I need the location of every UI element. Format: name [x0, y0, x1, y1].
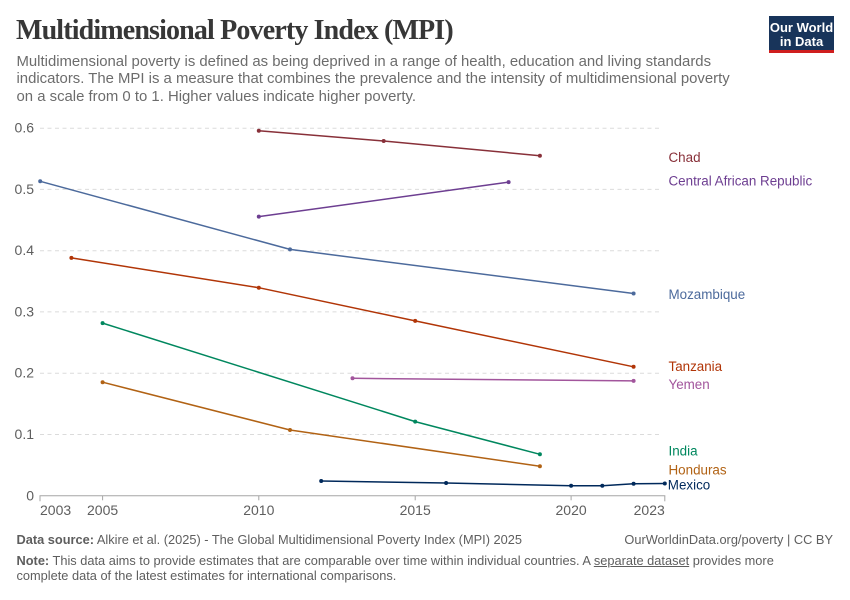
svg-text:Central African Republic: Central African Republic: [669, 173, 813, 188]
svg-text:India: India: [669, 444, 699, 459]
svg-text:2023: 2023: [634, 502, 665, 518]
svg-text:2015: 2015: [400, 502, 431, 518]
svg-text:2005: 2005: [87, 502, 118, 518]
svg-text:Honduras: Honduras: [669, 463, 727, 478]
svg-text:0.1: 0.1: [15, 426, 35, 442]
svg-text:Mexico: Mexico: [668, 477, 710, 492]
svg-text:2010: 2010: [243, 502, 274, 518]
svg-text:0: 0: [26, 487, 34, 503]
svg-text:0.6: 0.6: [15, 120, 35, 136]
svg-text:Yemen: Yemen: [669, 377, 710, 392]
svg-text:0.2: 0.2: [15, 365, 35, 381]
svg-text:0.3: 0.3: [15, 303, 35, 319]
svg-text:0.5: 0.5: [15, 181, 35, 197]
svg-text:2020: 2020: [556, 502, 587, 518]
svg-text:Tanzania: Tanzania: [669, 359, 723, 374]
svg-text:0.4: 0.4: [15, 242, 35, 258]
svg-text:Mozambique: Mozambique: [669, 287, 746, 302]
svg-text:2003: 2003: [40, 502, 71, 518]
svg-text:Chad: Chad: [669, 150, 701, 165]
